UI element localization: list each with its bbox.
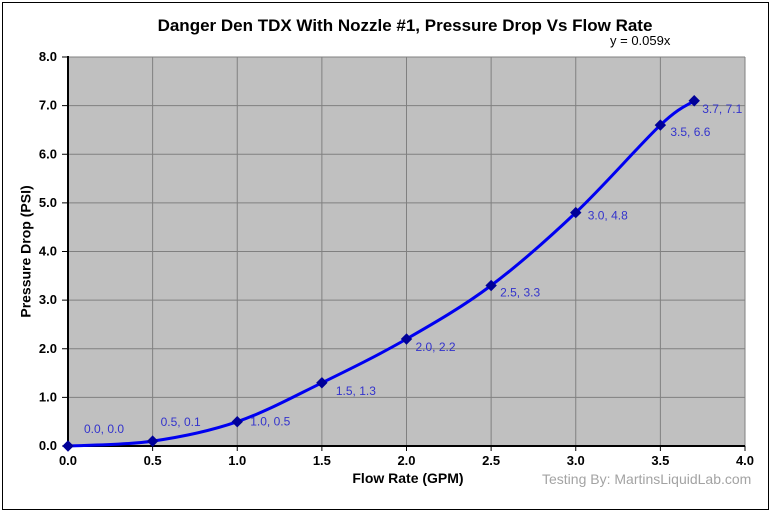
x-tick-label: 3.5: [651, 453, 669, 468]
x-tick-label: 0.5: [144, 453, 162, 468]
data-point-label: 3.5, 6.6: [670, 125, 710, 139]
y-tick-label: 7.0: [39, 98, 57, 113]
data-point-label: 3.7, 7.1: [702, 102, 742, 116]
x-axis-title: Flow Rate (GPM): [352, 470, 464, 486]
x-tick-label: 1.0: [228, 453, 246, 468]
credit-text: Testing By: MartinsLiquidLab.com: [542, 471, 752, 487]
y-tick-label: 5.0: [39, 195, 57, 210]
y-tick-label: 0.0: [39, 438, 57, 453]
trendline-equation: y = 0.059x: [610, 33, 671, 48]
y-tick-label: 4.0: [39, 244, 57, 259]
x-tick-label: 3.0: [567, 453, 585, 468]
data-point-marker: [146, 435, 159, 447]
y-tick-label: 2.0: [39, 341, 57, 356]
data-point-marker: [688, 95, 700, 107]
x-tick-label: 0.0: [59, 453, 77, 468]
data-point-label: 1.0, 0.5: [250, 415, 290, 429]
data-point-marker: [570, 206, 582, 219]
x-tick-label: 1.5: [313, 453, 331, 468]
data-point-marker: [231, 415, 243, 428]
data-point-marker: [316, 377, 328, 389]
x-tick-label: 4.0: [736, 453, 754, 468]
data-point-marker: [400, 333, 413, 345]
data-point-label: 1.5, 1.3: [336, 384, 376, 398]
data-point-marker: [62, 440, 74, 452]
y-tick-label: 1.0: [39, 389, 57, 404]
y-tick-label: 3.0: [39, 292, 57, 307]
x-tick-label: 2.0: [397, 453, 415, 468]
y-tick-label: 6.0: [39, 146, 57, 161]
data-point-marker: [654, 119, 667, 131]
y-tick-label: 8.0: [39, 49, 57, 64]
x-tick-label: 2.5: [482, 453, 500, 468]
data-point-label: 0.5, 0.1: [161, 415, 201, 429]
data-point-marker: [485, 279, 497, 292]
data-point-label: 2.0, 2.2: [416, 340, 456, 354]
data-point-label: 2.5, 3.3: [500, 286, 540, 300]
chart-title: Danger Den TDX With Nozzle #1, Pressure …: [157, 16, 653, 35]
data-point-label: 3.0, 4.8: [588, 209, 628, 223]
data-point-label: 0.0, 0.0: [84, 422, 124, 436]
